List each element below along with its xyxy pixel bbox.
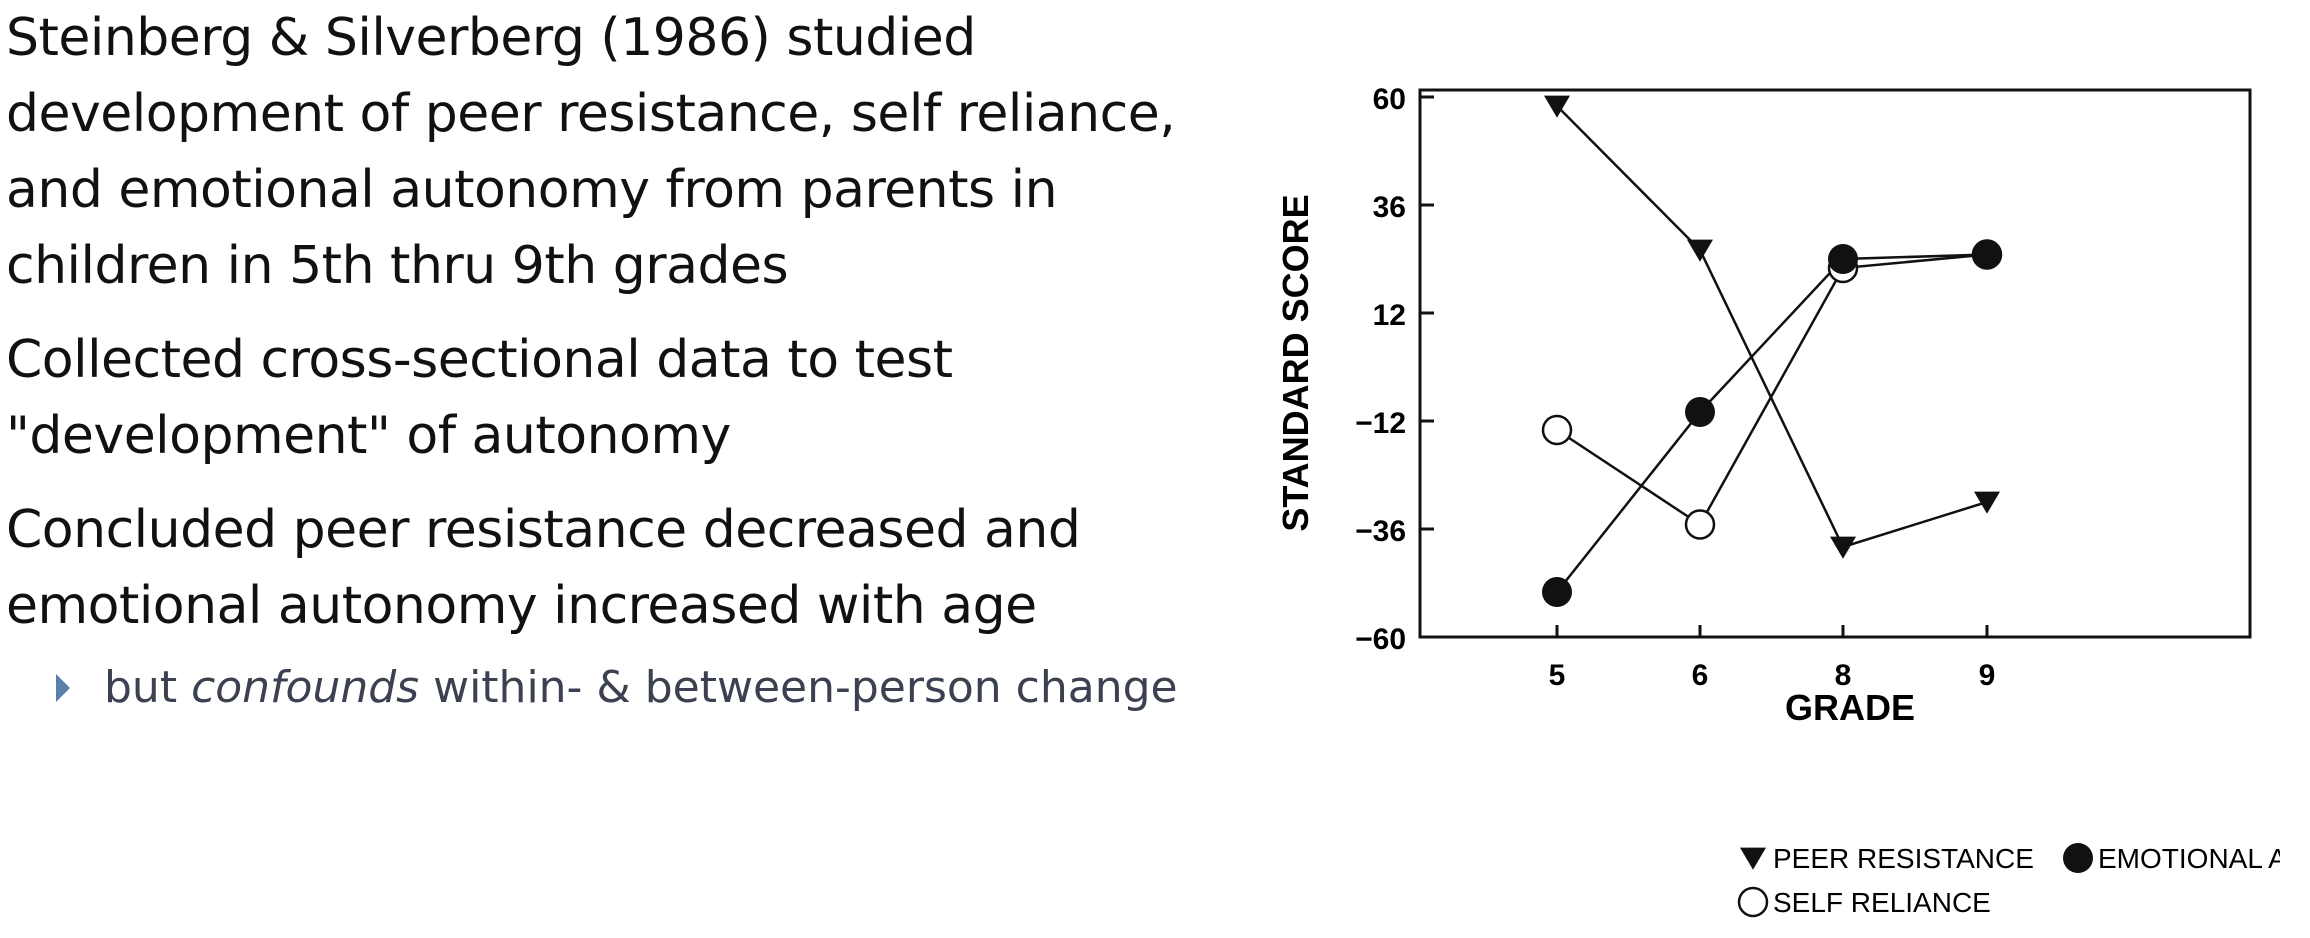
triangle-bullet-icon bbox=[56, 674, 70, 702]
bullet-conclusion: Concluded peer resistance decreased and … bbox=[6, 500, 1081, 636]
sub-prefix: but bbox=[104, 662, 192, 713]
legend-marker-peer-resistance bbox=[1740, 847, 1766, 870]
y-axis-label: STANDARD SCORE bbox=[1275, 194, 1316, 531]
y-tick-label: 12 bbox=[1373, 299, 1406, 332]
data-point-peer-resistance bbox=[1544, 95, 1570, 118]
y-tick-label: 60 bbox=[1373, 83, 1406, 116]
plot-frame bbox=[1418, 88, 2252, 639]
data-point-self-reliance bbox=[1541, 414, 1573, 446]
series-line-peer-resistance bbox=[1556, 105, 1988, 549]
data-point-peer-resistance bbox=[1687, 239, 1713, 262]
slide-text: Steinberg & Silverberg (1986) studied de… bbox=[6, 0, 1236, 718]
legend-label-emotional-autonomy: EMOTIONAL AUTONOMY bbox=[2098, 843, 2280, 874]
x-tick-label: 8 bbox=[1835, 659, 1852, 692]
x-axis-label: GRADE bbox=[1785, 687, 1915, 728]
legend-marker-self-reliance bbox=[1737, 886, 1769, 918]
data-point-self-reliance bbox=[1684, 509, 1716, 540]
x-tick-label: 6 bbox=[1692, 659, 1709, 692]
bullet-data: Collected cross-sectional data to test "… bbox=[6, 330, 953, 466]
y-tick-label: −12 bbox=[1355, 407, 1406, 440]
data-point-peer-resistance bbox=[1974, 491, 2000, 514]
data-point-emotional-autonomy bbox=[1828, 244, 1858, 274]
y-tick-label: −60 bbox=[1355, 623, 1406, 656]
sub-bullet-confounds: but confounds within- & between-person c… bbox=[56, 658, 1236, 718]
sub-bullet-text: but confounds within- & between-person c… bbox=[104, 658, 1178, 718]
legend-label-peer-resistance: PEER RESISTANCE bbox=[1773, 843, 2034, 874]
data-point-peer-resistance bbox=[1830, 536, 1856, 559]
series-line-emotional-autonomy bbox=[1556, 253, 1988, 593]
data-point-emotional-autonomy bbox=[1542, 577, 1572, 607]
legend-marker-emotional-autonomy bbox=[2063, 843, 2093, 873]
y-tick-label: −36 bbox=[1355, 515, 1406, 548]
bullet-study: Steinberg & Silverberg (1986) studied de… bbox=[6, 8, 1176, 296]
sub-emphasis: confounds bbox=[191, 662, 420, 713]
x-tick-label: 5 bbox=[1549, 659, 1566, 692]
data-point-emotional-autonomy bbox=[1972, 239, 2002, 270]
series-line-self-reliance bbox=[1556, 253, 1988, 527]
y-tick-label: 36 bbox=[1373, 191, 1406, 224]
sub-suffix: within- & between-person change bbox=[419, 662, 1178, 713]
chart-svg: 60 36 12 −12 −36 −60 5 6 8 9 STANDARD SCORE GRAD… bbox=[1275, 83, 2310, 918]
line-chart: 60 36 12 −12 −36 −60 5 6 8 9 STANDARD SCORE GRAD… bbox=[1220, 80, 2310, 934]
data-point-emotional-autonomy bbox=[1685, 397, 1715, 427]
legend-label-self-reliance: SELF RELIANCE bbox=[1773, 887, 1991, 918]
x-tick-label: 9 bbox=[1979, 659, 1996, 692]
